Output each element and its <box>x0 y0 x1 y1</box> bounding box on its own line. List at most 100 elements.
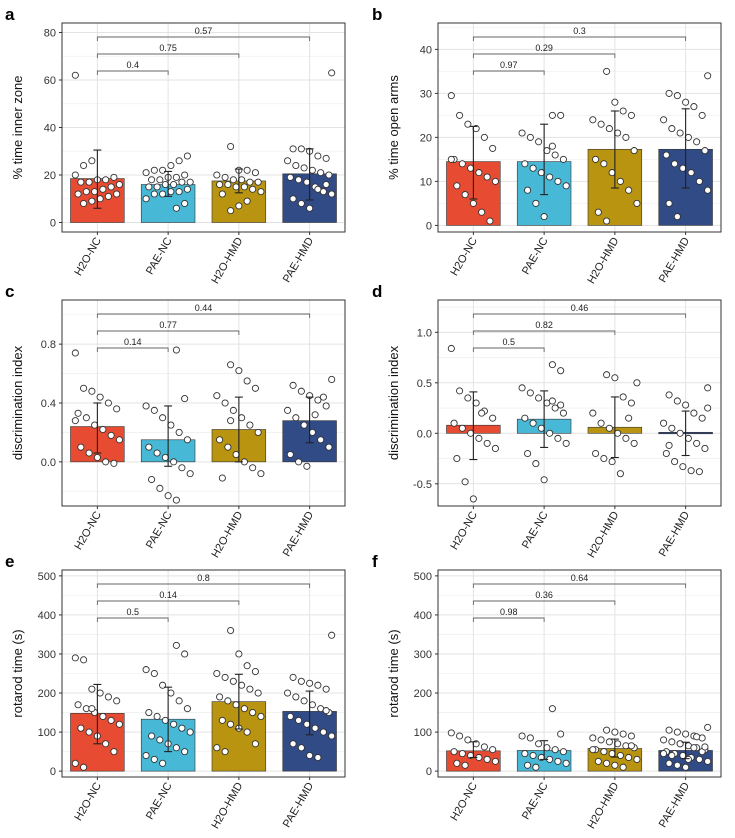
data-point <box>687 169 695 177</box>
data-point <box>170 720 178 728</box>
data-point <box>603 759 611 767</box>
data-point <box>71 171 79 179</box>
data-point <box>529 164 537 172</box>
data-point <box>698 111 706 119</box>
data-point <box>284 157 292 165</box>
y-tick-label: 0.0 <box>41 457 56 469</box>
data-point <box>295 458 303 466</box>
data-point <box>668 751 676 760</box>
data-point <box>156 736 164 744</box>
comparison-p-value: 0.36 <box>535 590 553 600</box>
data-point <box>300 697 308 705</box>
data-point <box>526 389 534 397</box>
data-point <box>148 176 156 184</box>
comparison-bracket <box>96 36 311 41</box>
data-point <box>80 161 88 170</box>
data-point <box>562 182 570 190</box>
data-point <box>167 161 175 170</box>
data-point <box>489 144 497 152</box>
data-point <box>221 399 229 407</box>
data-point <box>232 183 240 191</box>
data-point <box>71 417 79 425</box>
data-point <box>186 178 194 186</box>
data-point <box>161 180 169 189</box>
data-point <box>243 377 251 385</box>
data-point <box>619 393 627 401</box>
data-point <box>704 186 712 194</box>
data-point <box>88 197 96 205</box>
data-point <box>603 217 611 225</box>
data-point <box>676 429 684 437</box>
data-point <box>85 449 93 457</box>
x-category-label: H2O-HMD <box>585 780 621 831</box>
plot-background <box>438 300 721 506</box>
data-point <box>238 176 246 184</box>
comparison-p-value: 0.14 <box>159 590 177 600</box>
y-tick-label: -0.5 <box>413 479 432 491</box>
data-point <box>603 371 611 379</box>
data-point <box>183 185 191 193</box>
x-category-label: H2O-NC <box>72 780 104 823</box>
data-point <box>450 419 458 427</box>
data-point <box>701 444 709 452</box>
data-point <box>306 204 314 212</box>
data-point <box>295 716 303 724</box>
y-tick-label: 0 <box>50 766 56 778</box>
data-point <box>453 454 461 463</box>
data-point <box>695 177 703 185</box>
data-point <box>113 697 121 705</box>
data-point <box>164 492 172 500</box>
data-point <box>161 716 169 724</box>
data-point <box>491 444 499 452</box>
data-point <box>170 180 178 189</box>
data-point <box>115 720 123 728</box>
data-point <box>486 217 494 225</box>
data-point <box>458 424 466 432</box>
data-point <box>170 458 178 466</box>
data-point <box>159 759 167 767</box>
data-point <box>589 746 597 754</box>
comparison-bracket <box>96 53 240 58</box>
data-point <box>600 748 608 756</box>
data-point <box>99 712 107 721</box>
data-point <box>172 744 180 752</box>
data-point <box>107 183 115 191</box>
data-point <box>322 707 330 715</box>
data-point <box>633 379 641 387</box>
data-point <box>521 414 529 422</box>
data-point <box>684 755 692 763</box>
y-tick-label: 500 <box>414 571 432 583</box>
data-point <box>300 164 308 172</box>
data-point <box>314 681 322 689</box>
data-point <box>605 125 613 133</box>
data-point <box>546 429 554 437</box>
data-point <box>475 169 483 177</box>
data-point <box>102 740 110 748</box>
data-point <box>77 178 85 186</box>
data-point <box>673 761 681 769</box>
data-point <box>178 464 186 472</box>
data-point <box>159 414 167 422</box>
data-point <box>213 669 221 678</box>
x-category-label: H2O-HMD <box>209 235 245 286</box>
panel-e: e 0.5 0.14 0.8 0 100 200 300 400 500 H2O-NC PAE-NC H… <box>5 552 346 831</box>
data-point <box>600 454 608 463</box>
data-point <box>257 712 265 721</box>
data-point <box>562 759 570 767</box>
data-point <box>467 164 475 172</box>
data-point <box>71 654 79 662</box>
data-point <box>80 656 88 664</box>
data-point <box>88 157 96 165</box>
data-point <box>551 151 559 159</box>
data-point <box>175 188 183 196</box>
comparison-p-value: 0.98 <box>500 607 518 617</box>
data-point <box>614 429 622 437</box>
data-point <box>625 186 633 194</box>
data-point <box>682 763 690 771</box>
data-point <box>616 751 624 760</box>
data-point <box>292 161 300 170</box>
data-point <box>524 186 532 194</box>
y-tick-label: 100 <box>414 727 432 739</box>
data-point <box>687 467 695 475</box>
y-tick-label: 0 <box>50 218 56 230</box>
